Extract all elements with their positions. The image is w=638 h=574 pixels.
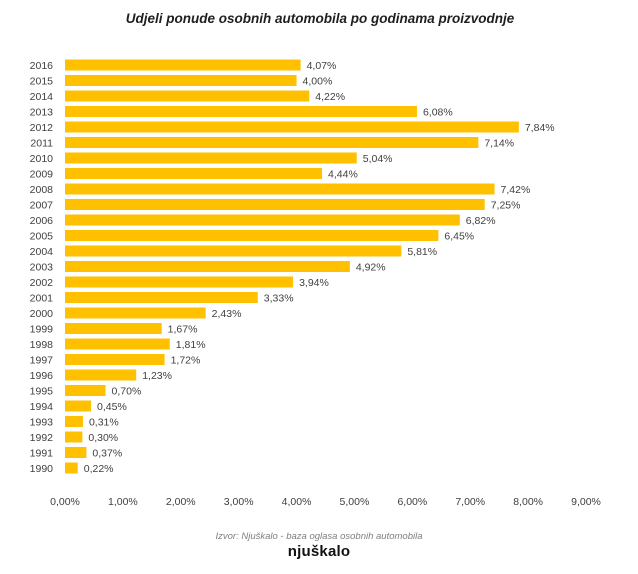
category-label-1999: 1999 (30, 323, 54, 335)
bar-1993 (65, 416, 83, 427)
chart-title: Udjeli ponude osobnih automobila po godi… (126, 11, 515, 26)
x-tick-label: 9,00% (571, 496, 601, 508)
bar-1996 (65, 369, 137, 381)
njuskalo-logo: njuškalo (287, 543, 351, 560)
category-label-2008: 2008 (30, 184, 54, 196)
bar-2010 (65, 152, 357, 164)
bar-2014 (65, 90, 310, 102)
data-labels: 4,07% 4,00% 4,22% 6,08% 7,84% 7,14% 5,04% 4,44%… (84, 60, 555, 475)
category-label-1991: 1991 (30, 447, 54, 459)
data-label-2013: 6,08% (423, 106, 453, 118)
data-label-2006: 6,82% (466, 215, 496, 227)
bar-1995 (65, 385, 106, 396)
category-label-2013: 2013 (30, 106, 54, 118)
category-label-2009: 2009 (30, 168, 54, 180)
x-tick-label: 5,00% (340, 496, 370, 508)
category-label-2007: 2007 (30, 199, 54, 211)
x-tick-label: 1,00% (108, 496, 138, 508)
data-label-2008: 7,42% (501, 184, 531, 196)
category-label-2010: 2010 (30, 153, 54, 165)
x-axis-ticks: 0,00% 1,00% 2,00% 3,00% 4,00% 5,00% 6,00% 7,00%… (50, 496, 601, 508)
bar-2011 (65, 137, 479, 148)
category-label-2001: 2001 (30, 292, 54, 304)
category-label-1995: 1995 (30, 385, 54, 397)
category-label-2003: 2003 (30, 261, 54, 273)
bar-2003 (65, 261, 350, 272)
category-label-2004: 2004 (30, 246, 54, 258)
category-label-1997: 1997 (30, 354, 54, 366)
bar-2009 (65, 168, 323, 179)
data-label-1993: 0,31% (89, 416, 119, 428)
data-label-1992: 0,30% (88, 432, 118, 444)
data-label-1991: 0,37% (92, 447, 122, 459)
bar-2013 (65, 106, 417, 117)
bar-2007 (65, 199, 485, 210)
x-tick-label: 2,00% (166, 496, 196, 508)
data-label-1998: 1,81% (176, 339, 206, 351)
x-tick-label: 0,00% (50, 496, 80, 508)
data-label-2009: 4,44% (328, 168, 358, 180)
x-tick-label: 6,00% (397, 496, 427, 508)
bar-2015 (65, 75, 297, 86)
data-label-2011: 7,14% (484, 137, 514, 149)
bars-group (65, 59, 519, 474)
data-label-2015: 4,00% (303, 75, 333, 87)
data-label-1997: 1,72% (171, 354, 201, 366)
data-label-2007: 7,25% (491, 199, 521, 211)
category-label-1993: 1993 (30, 416, 54, 428)
data-label-2012: 7,84% (525, 122, 555, 134)
category-label-1996: 1996 (30, 370, 54, 382)
data-label-2016: 4,07% (307, 60, 337, 72)
category-label-2002: 2002 (30, 277, 54, 289)
category-label-2006: 2006 (30, 215, 54, 227)
data-label-1996: 1,23% (142, 370, 172, 382)
data-label-2001: 3,33% (264, 292, 294, 304)
x-tick-label: 3,00% (224, 496, 254, 508)
bar-2004 (65, 245, 402, 257)
bar-2016 (65, 59, 301, 71)
data-label-2004: 5,81% (407, 246, 437, 258)
data-label-1994: 0,45% (97, 401, 127, 413)
category-label-2015: 2015 (30, 75, 54, 87)
category-labels: 2016 2015 2014 2013 2012 2011 2010 2009 2008 2007… (30, 60, 54, 475)
category-label-2000: 2000 (30, 308, 54, 320)
bar-1998 (65, 338, 170, 350)
x-tick-label: 4,00% (282, 496, 312, 508)
data-label-1990: 0,22% (84, 463, 114, 475)
category-label-2014: 2014 (30, 91, 54, 103)
category-label-2005: 2005 (30, 230, 54, 242)
bar-2008 (65, 183, 495, 195)
data-label-1999: 1,67% (168, 323, 198, 335)
bar-1991 (65, 447, 87, 458)
data-label-2010: 5,04% (363, 153, 393, 165)
category-label-1990: 1990 (30, 463, 54, 475)
bar-2012 (65, 121, 519, 133)
x-tick-label: 8,00% (513, 496, 543, 508)
source-note: Izvor: Njuškalo - baza oglasa osobnih au… (215, 531, 423, 542)
category-label-1994: 1994 (30, 401, 54, 413)
category-label-1992: 1992 (30, 432, 54, 444)
data-label-2005: 6,45% (444, 230, 474, 242)
category-label-2016: 2016 (30, 60, 54, 72)
bar-1990 (65, 462, 78, 474)
bar-1994 (65, 400, 92, 412)
bar-2005 (65, 230, 439, 241)
bar-1997 (65, 354, 165, 365)
bar-1992 (65, 431, 83, 443)
bar-2001 (65, 292, 258, 303)
bar-2000 (65, 307, 206, 319)
data-label-2002: 3,94% (299, 277, 329, 289)
category-label-2011: 2011 (30, 137, 53, 149)
category-label-2012: 2012 (30, 122, 54, 134)
bar-2006 (65, 214, 460, 226)
bar-2002 (65, 276, 294, 288)
x-tick-label: 7,00% (455, 496, 485, 508)
category-label-1998: 1998 (30, 339, 54, 351)
data-label-2003: 4,92% (356, 261, 386, 273)
data-label-2014: 4,22% (315, 91, 345, 103)
data-label-2000: 2,43% (212, 308, 242, 320)
bar-1999 (65, 323, 162, 334)
data-label-1995: 0,70% (112, 385, 142, 397)
